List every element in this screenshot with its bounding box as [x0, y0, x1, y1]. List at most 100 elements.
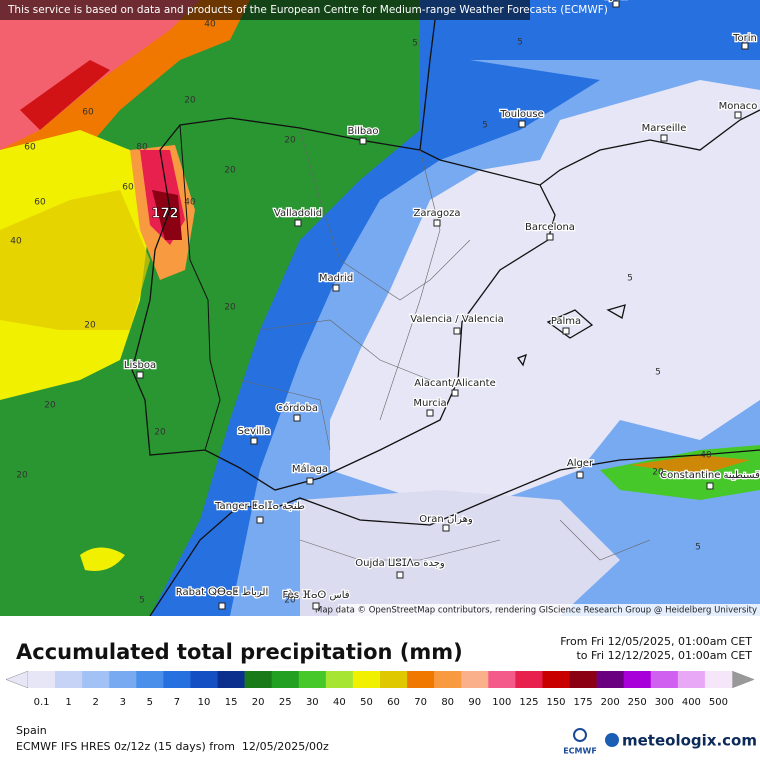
city-label: Lisboa [124, 360, 156, 371]
contour-label: 60 [34, 198, 46, 208]
legend-swatch [325, 671, 354, 688]
city-marker [442, 524, 450, 532]
legend-swatch [488, 671, 516, 688]
coastlines [131, 19, 760, 616]
africa-coast [149, 449, 760, 616]
city-label: Valencia / Valencia [410, 314, 503, 325]
contour-label: 5 [482, 121, 488, 131]
city-label: Palma [551, 316, 581, 327]
city-marker [433, 219, 441, 227]
legend-value: 80 [441, 697, 454, 708]
legend-value: 20 [252, 697, 265, 708]
city-label: Valladolid [274, 208, 322, 219]
contour-label: 60 [82, 108, 94, 118]
city-label: Oran وهران [419, 514, 473, 525]
field-yellow-africa [80, 547, 125, 571]
legend-swatch [650, 671, 679, 688]
legend-value: 50 [360, 697, 373, 708]
legend-value: 40 [333, 697, 346, 708]
city-marker [451, 389, 459, 397]
contour-label: 20 [284, 596, 296, 606]
contour-label: 5 [695, 543, 701, 553]
ecmwf-logo [573, 728, 587, 742]
legend-value: 500 [709, 697, 728, 708]
city-marker [250, 437, 258, 445]
contour-label: 20 [184, 96, 196, 106]
attribution: Map data © OpenStreetMap contributors, r… [315, 606, 757, 616]
region: Spain [16, 724, 47, 737]
city-label: Oujda ⵡⵓⵊⴷⴰ وجدة [355, 558, 445, 569]
legend-swatch [704, 671, 733, 688]
legend-value: 200 [601, 697, 620, 708]
period-from: From Fri 12/05/2025, 01:00am CET [560, 635, 752, 648]
legend-value: 1 [65, 697, 71, 708]
france-coast [419, 19, 760, 186]
legend-value: 7 [174, 697, 180, 708]
brand: meteologix.com [622, 732, 757, 750]
contour-label: 5 [139, 596, 145, 606]
city-label: Lyon [604, 0, 627, 2]
contour-label: 5 [655, 368, 661, 378]
legend-arrow-right [731, 670, 755, 689]
city-label: Monaco [719, 101, 758, 112]
city-label: Murcia [413, 398, 446, 409]
field-orange-africa [630, 455, 750, 475]
legend-swatch [461, 671, 489, 688]
legend-arrow-left [5, 670, 29, 689]
city-marker [576, 471, 584, 479]
legend-swatch [515, 671, 543, 688]
city-marker [306, 477, 314, 485]
legend-value: 175 [574, 697, 593, 708]
city-label: Toulouse [499, 109, 543, 120]
city-marker [218, 602, 226, 610]
city-label: Marseille [642, 123, 687, 134]
city-marker [136, 371, 144, 379]
field-red [20, 60, 110, 130]
legend-value: 250 [628, 697, 647, 708]
legend-value: 70 [414, 697, 427, 708]
legend-swatch [623, 671, 652, 688]
city-label: Alger [567, 458, 594, 469]
city-label: Rabat ⵕⴱⴰⵟ الرباط [176, 587, 268, 598]
legend-swatch [542, 671, 570, 688]
legend-swatch [244, 671, 272, 688]
city-label: Alacant/Alicante [414, 378, 495, 389]
city-label: Torin [732, 33, 757, 44]
city-label: Barcelona [525, 222, 575, 233]
legend-swatch [190, 671, 218, 688]
contour-label: 20 [16, 471, 28, 481]
legend-swatch [28, 671, 56, 688]
legend-swatch [82, 671, 110, 688]
period-to: to Fri 12/12/2025, 01:00am CET [576, 649, 752, 662]
contour-label: 20 [284, 136, 296, 146]
legend-swatch [217, 671, 245, 688]
legend-value: 125 [519, 697, 538, 708]
contour-label: 5 [627, 274, 633, 284]
legend-value: 5 [147, 697, 153, 708]
city-marker [562, 327, 570, 335]
legend-value: 400 [682, 697, 701, 708]
contour-label: 60 [24, 143, 36, 153]
city-layer: Lyon Torin Monaco Bilbao Toulouse Marseille Va… [10, 0, 760, 610]
legend-swatch [271, 671, 300, 688]
ecmwf-text: ECMWF [563, 747, 597, 756]
contour-label: 80 [136, 143, 148, 153]
legend-swatch [677, 671, 706, 688]
city-marker [293, 414, 301, 422]
map [0, 0, 760, 616]
legend-value: 15 [225, 697, 238, 708]
contour-label: 60 [122, 183, 134, 193]
legend-value: 30 [306, 697, 319, 708]
city-label: Zaragoza [413, 208, 460, 219]
city-label: Madrid [319, 273, 353, 284]
legend-value: 2 [93, 697, 99, 708]
city-marker [734, 111, 742, 119]
legend-swatch [109, 671, 137, 688]
legend-value: 25 [279, 697, 292, 708]
city-marker [546, 233, 554, 241]
legend-swatch [434, 671, 462, 688]
legend-value: 10 [198, 697, 211, 708]
legend-swatch [163, 671, 191, 688]
legend-value: 0.1 [34, 697, 50, 708]
